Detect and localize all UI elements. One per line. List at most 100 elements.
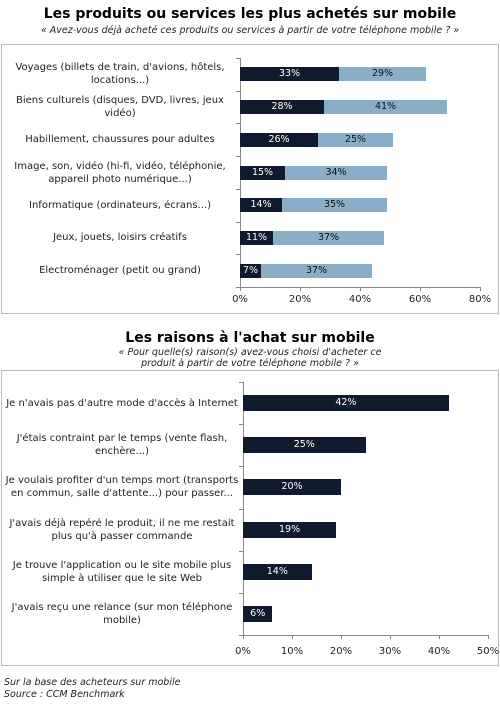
value-label: 37%: [305, 264, 328, 276]
value-label: 25%: [293, 439, 315, 451]
bar: [282, 198, 387, 213]
category-label: Informatique (ordinateurs, écrans...): [29, 199, 211, 211]
axis-tick: [236, 254, 240, 256]
bar: [240, 132, 318, 147]
bar: [243, 605, 273, 622]
bar: [243, 479, 341, 496]
category-label: Je voulais profiter d'un temps mort (tra…: [5, 475, 239, 500]
category-label: Voyages (billets de train, d'avions, hôt…: [15, 62, 225, 87]
bar: [240, 230, 273, 245]
axis-line: [243, 382, 244, 635]
bar: [318, 132, 393, 147]
footnote: Sur la base des acheteurs sur mobile: [4, 677, 181, 688]
value-label: 20%: [281, 481, 303, 493]
value-label: 14%: [266, 565, 288, 577]
axis-tick: [239, 635, 243, 636]
value-label: 34%: [325, 166, 347, 178]
axis-tick: [236, 58, 240, 59]
category-label: J'étais contraint par le temps (vente fl…: [16, 433, 228, 458]
value-label: 41%: [374, 101, 397, 113]
value-label: 25%: [344, 133, 367, 145]
value-label: 33%: [278, 68, 301, 80]
axis-tick: [239, 466, 243, 468]
tick-mark: [390, 635, 391, 639]
bar: [243, 395, 449, 412]
chart-subtitle: « Avez-vous déjà acheté ces produits ou …: [40, 25, 460, 36]
tick-mark: [439, 635, 440, 639]
chart-frame: [1, 44, 499, 314]
bar: [240, 198, 282, 213]
value-label: 11%: [245, 231, 268, 243]
value-label: 35%: [323, 199, 346, 211]
chart-title: Les raisons à l'achat sur mobile: [125, 330, 375, 346]
axis-tick: [239, 382, 243, 383]
bar: [243, 563, 312, 580]
value-label: 15%: [251, 166, 274, 178]
axis-tick: [236, 188, 240, 190]
chart-title: Les produits ou services les plus acheté…: [43, 6, 457, 22]
footnote: Source : CCM Benchmark: [4, 689, 125, 700]
axis-tick: [236, 156, 240, 158]
axis-tick: [239, 508, 243, 510]
x-tick-label: 60%: [408, 294, 432, 305]
x-tick-label: 10%: [280, 646, 304, 657]
tick-mark: [243, 635, 244, 639]
category-label: Biens culturels (disques, DVD, livres, j…: [16, 95, 224, 120]
axis-line: [243, 635, 488, 636]
x-tick-label: 80%: [468, 294, 492, 305]
bar: [240, 263, 261, 278]
x-tick-label: 30%: [378, 646, 402, 657]
tick-mark: [488, 635, 489, 639]
axis-tick: [236, 221, 240, 223]
category-label: Habillement, chaussures pour adultes: [25, 134, 215, 146]
axis-tick: [239, 424, 243, 426]
value-label: 37%: [317, 231, 340, 243]
value-label: 7%: [242, 264, 259, 276]
value-label: 14%: [250, 199, 272, 211]
axis-tick: [239, 592, 243, 594]
value-label: 28%: [271, 101, 293, 113]
category-label: Jeux, jouets, loisirs créatifs: [53, 232, 187, 244]
bar: [324, 100, 447, 115]
x-tick-label: 0%: [235, 646, 251, 657]
chart-frame: [1, 370, 499, 666]
axis-tick: [239, 550, 243, 552]
category-label: J'avais reçu une relance (sur mon téléph…: [11, 601, 233, 626]
axis-tick: [236, 123, 240, 125]
tick-mark: [360, 287, 361, 291]
bar: [243, 521, 337, 538]
category-label: Je n'avais pas d'autre mode d'accès à In…: [6, 397, 238, 409]
bar: [240, 67, 339, 82]
value-label: 26%: [268, 133, 290, 145]
tick-mark: [420, 287, 421, 291]
tick-mark: [240, 287, 241, 291]
bar: [240, 165, 285, 180]
category-label: Image, son, vidéo (hi-fi, vidéo, télépho…: [14, 160, 226, 185]
x-tick-label: 50%: [476, 646, 500, 657]
chart-subtitle: « Pour quelle(s) raison(s) avez-vous cho…: [118, 347, 382, 369]
value-label: 6%: [250, 607, 266, 619]
bar: [240, 100, 324, 115]
bar: [339, 67, 426, 82]
x-tick-label: 40%: [348, 294, 372, 305]
value-label: 19%: [278, 523, 301, 535]
axis-tick: [236, 90, 240, 92]
bar: [285, 165, 387, 180]
value-label: 29%: [371, 68, 394, 80]
category-label: J'avais déjà repéré le produit, il ne me…: [9, 517, 235, 542]
bar: [261, 263, 372, 278]
axis-tick: [236, 287, 240, 288]
tick-mark: [341, 635, 342, 639]
category-label: Je trouve l'application ou le site mobil…: [12, 559, 232, 584]
x-tick-label: 0%: [232, 294, 248, 305]
tick-mark: [300, 287, 301, 291]
category-label: Electroménager (petit ou grand): [39, 265, 201, 277]
tick-mark: [292, 635, 293, 639]
tick-mark: [480, 287, 481, 291]
x-tick-label: 20%: [288, 294, 312, 305]
bar: [273, 230, 384, 245]
bar: [243, 437, 366, 454]
value-label: 42%: [335, 397, 357, 409]
x-tick-label: 40%: [427, 646, 451, 657]
